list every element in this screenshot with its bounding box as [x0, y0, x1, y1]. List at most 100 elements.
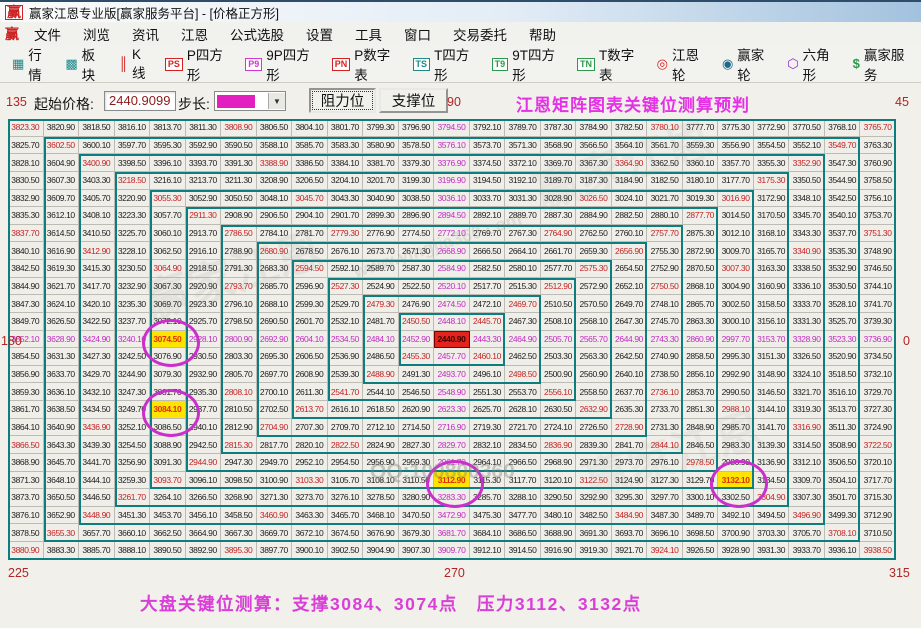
gann-cell: 3549.70 [824, 136, 861, 155]
gann-cell: 3304.90 [753, 489, 790, 507]
gann-cell: 3228.10 [114, 242, 151, 260]
gann-cell: 2889.70 [505, 207, 541, 225]
menu-item[interactable]: 资讯 [132, 28, 159, 43]
gann-cell: 2568.10 [576, 312, 612, 331]
gann-cell-highlight: 3132.10 [718, 471, 754, 490]
gann-cell: 3254.50 [114, 436, 151, 454]
toolbar-item[interactable]: PS P四方形 [159, 44, 239, 84]
gann-cell: 3878.50 [8, 524, 44, 542]
toolbar-item[interactable]: TN T数字表 [571, 44, 651, 84]
gann-cell: 3715.30 [860, 489, 896, 507]
toolbar-item[interactable]: PN P数字表 [326, 44, 407, 84]
chevron-down-icon[interactable]: ▼ [268, 93, 285, 109]
gann-cell: 3592.90 [185, 136, 222, 155]
gann-cell: 2589.70 [363, 260, 399, 278]
toolbar-item[interactable]: ▦ 行情 [6, 44, 59, 84]
toolbar-item-label: 六角形 [802, 48, 830, 83]
menu-item[interactable]: 窗口 [404, 28, 431, 43]
gann-cell: 3643.30 [43, 436, 80, 454]
gann-cell: 3218.50 [114, 171, 151, 190]
t-number-icon: TN [577, 57, 596, 71]
gann-cell: 3604.90 [43, 154, 80, 172]
gann-cell: 3655.30 [43, 524, 80, 542]
gann-cell: 3585.70 [292, 136, 328, 155]
gann-cell: 2901.70 [327, 207, 364, 225]
gann-cell: 3036.10 [434, 189, 470, 208]
gann-cell: 3064.90 [150, 260, 186, 278]
gann-cell: 3096.10 [185, 471, 222, 490]
gann-cell: 2760.10 [611, 224, 648, 243]
toolbar-item[interactable]: ║ K线 [113, 47, 159, 82]
gann-cell: 3513.70 [824, 401, 861, 419]
gann-cell: 2503.30 [540, 348, 577, 366]
toolbar-item[interactable]: ◎ 江恩轮 [651, 44, 716, 84]
gann-cell: 3640.90 [43, 418, 80, 437]
gann-cell: 2860.90 [682, 330, 719, 349]
menu-item[interactable]: 文件 [34, 28, 61, 43]
gann-cell: 2666.50 [469, 242, 506, 260]
gann-cell: 3348.10 [789, 189, 825, 208]
gann-cell: 3494.50 [753, 506, 790, 525]
menu-item[interactable]: 浏览 [83, 28, 110, 43]
gann-cell: 3283.30 [434, 489, 470, 507]
gann-cell: 2455.30 [398, 348, 435, 366]
gann-cell: 2714.50 [398, 418, 435, 437]
gann-cell: 2539.30 [327, 365, 364, 384]
gann-cell: 3544.90 [824, 171, 861, 190]
resistance-button[interactable]: 阻力位 [309, 88, 376, 113]
toolbar-item[interactable]: ⬡ 六角形 [781, 44, 846, 84]
gann-cell: 3026.50 [576, 189, 612, 208]
toolbar-item[interactable]: T9 9T四方形 [486, 44, 571, 84]
menu-item[interactable]: 公式选股 [230, 28, 284, 43]
hexagon-icon: ⬡ [787, 56, 799, 71]
gann-cell: 2580.10 [505, 260, 541, 278]
gann-cell: 3720.10 [860, 453, 896, 472]
gann-cell: 3398.50 [114, 154, 151, 172]
gann-cell: 2457.70 [434, 348, 470, 366]
gann-cell: 2832.10 [469, 436, 506, 454]
gann-cell: 3052.90 [185, 189, 222, 208]
start-price-input[interactable] [104, 91, 176, 111]
gann-cell: 3504.10 [824, 471, 861, 490]
gann-cell: 2971.30 [576, 453, 612, 472]
toolbar-item[interactable]: ▩ 板块 [59, 44, 112, 84]
menu-item[interactable]: 江恩 [181, 28, 208, 43]
gann-cell: 2880.10 [647, 207, 683, 225]
toolbar-item[interactable]: ◉ 赢家轮 [716, 44, 781, 84]
toolbar-item[interactable]: $ 赢家服务 [847, 44, 921, 84]
gann-cell: 3698.50 [682, 524, 719, 542]
gann-cell: 3892.90 [185, 542, 222, 560]
menu-item[interactable]: 帮助 [529, 28, 556, 43]
gann-cell: 3168.10 [753, 224, 790, 243]
toolbar-item[interactable]: P9 9P四方形 [239, 44, 326, 84]
support-button[interactable]: 支撑位 [379, 88, 448, 113]
toolbar-item[interactable]: TS T四方形 [407, 44, 486, 84]
gann-cell: 2985.70 [718, 418, 754, 437]
gann-cell: 3578.50 [398, 136, 435, 155]
menu-items: 文件 浏览 资讯 江恩 公式选股 设置 工具 窗口 交易委托 帮助 [23, 24, 567, 44]
gann-cell: 2565.70 [576, 330, 612, 349]
gann-cell: 3808.90 [221, 119, 257, 137]
gann-cell: 2536.90 [327, 348, 364, 366]
gann-cell: 2793.70 [221, 277, 257, 296]
angle-label-0: 0 [903, 334, 910, 348]
gann-cell: 2776.90 [363, 224, 399, 243]
menu-item[interactable]: 工具 [355, 28, 382, 43]
gann-cell: 2661.70 [540, 242, 577, 260]
gann-cell: 3804.10 [292, 119, 328, 137]
menu-item[interactable]: 设置 [306, 28, 333, 43]
angle-label-270: 270 [444, 566, 465, 580]
menu-item[interactable]: 交易委托 [453, 28, 507, 43]
gann-cell: 3379.30 [398, 154, 435, 172]
gann-cell: 2848.90 [682, 418, 719, 437]
gann-cell: 2968.90 [540, 453, 577, 472]
gann-cell: 3820.90 [43, 119, 80, 137]
toolbar-item-label: 赢家轮 [737, 48, 765, 83]
step-dropdown[interactable]: ▼ [214, 91, 286, 111]
gann-cell: 3448.90 [79, 506, 115, 525]
gann-cell: 2918.50 [185, 260, 222, 278]
toolbar-item-label: 板块 [81, 48, 96, 83]
gann-cell: 2829.70 [434, 436, 470, 454]
gann-cell: 3079.30 [150, 365, 186, 384]
gann-cell: 2551.30 [469, 383, 506, 401]
